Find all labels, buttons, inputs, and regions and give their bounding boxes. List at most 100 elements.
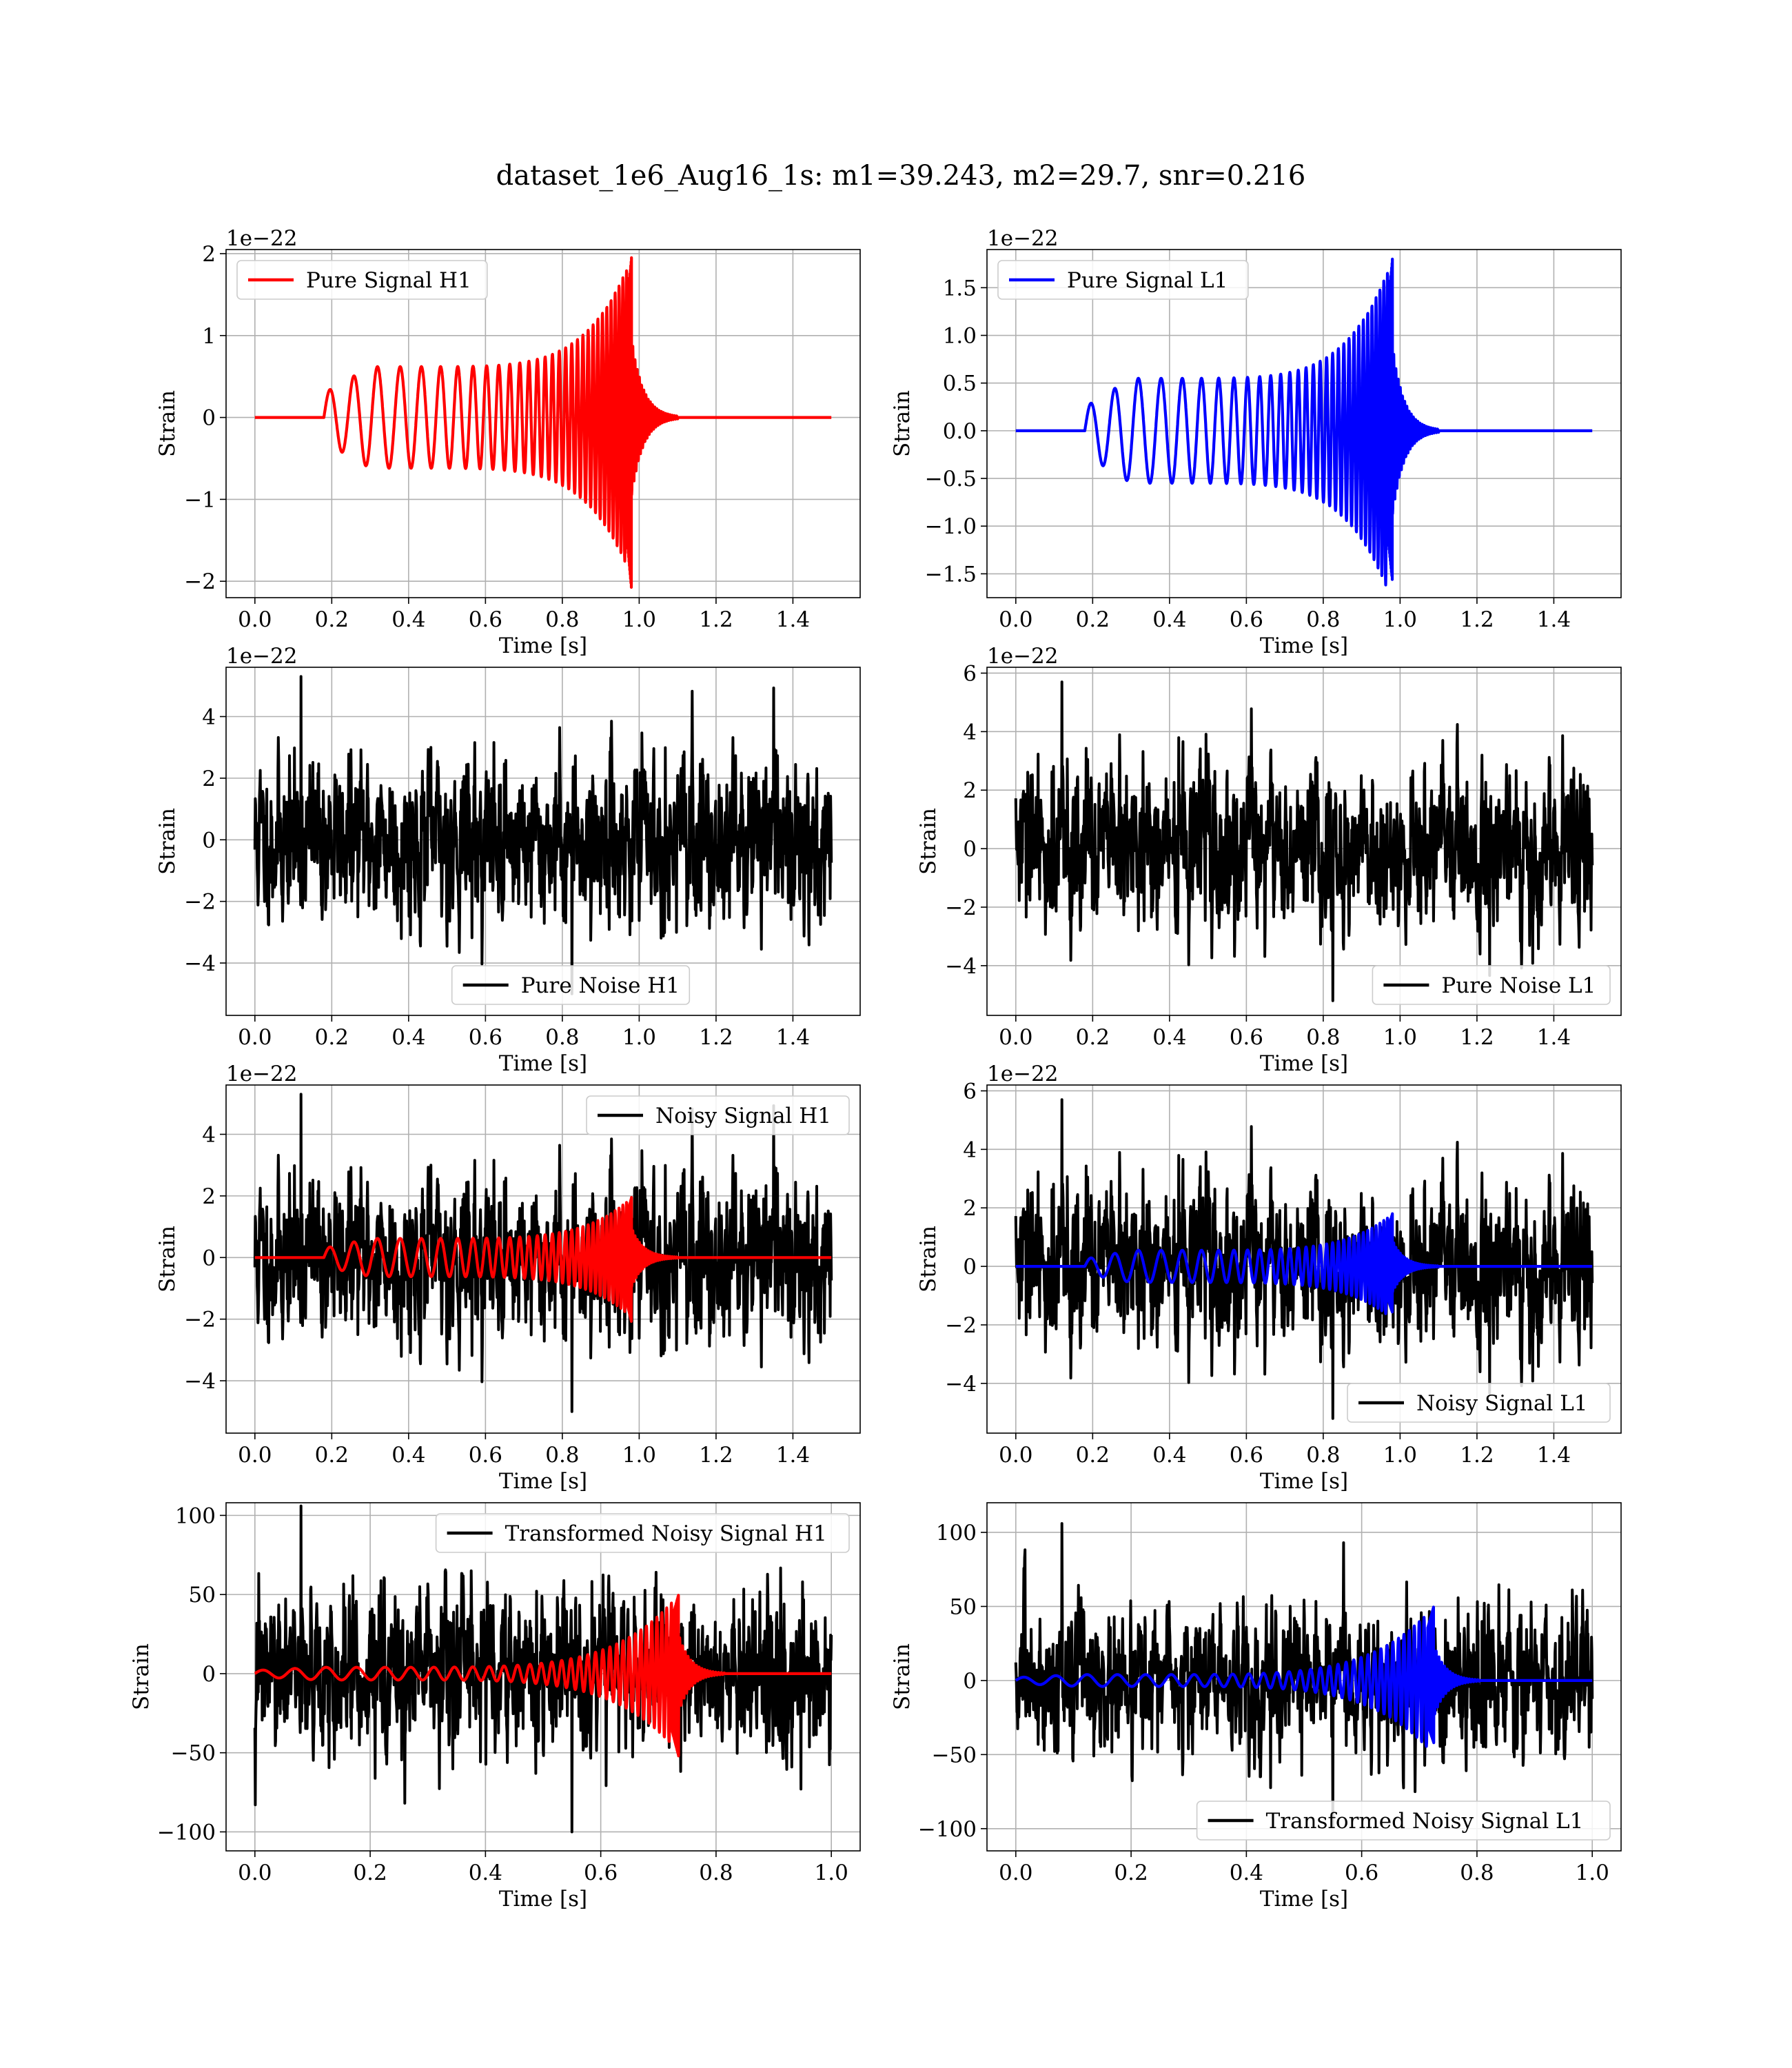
axes-frame bbox=[225, 1084, 861, 1434]
y-tick-label: 0 bbox=[202, 1246, 216, 1270]
legend-frame bbox=[997, 260, 1249, 300]
subplot-pure-noise-l1: 0.0 0.2 0.4 0.6 0.8 1.0 1.2 1.4 −4 −2 0 2 4 6 Time [s]… bbox=[916, 644, 1622, 1076]
noise-series-line bbox=[1014, 1098, 1594, 1420]
signal-series-line bbox=[254, 1594, 833, 1758]
y-tick-label: −2 bbox=[184, 890, 216, 915]
x-tick-label: 0.6 bbox=[469, 1025, 502, 1050]
x-axis-label: Time [s] bbox=[499, 1051, 587, 1076]
x-tick-label: 0.4 bbox=[391, 1443, 425, 1468]
x-tick-label: 1.4 bbox=[776, 1443, 810, 1468]
x-axis-label: Time [s] bbox=[1260, 1469, 1348, 1494]
subplot-transformed-noisy-signal-l1: 0.0 0.2 0.4 0.6 0.8 1.0 −100 −50 0 50 100 Time [s] S… bbox=[890, 1502, 1622, 1912]
x-tick-label: 0.8 bbox=[545, 607, 579, 632]
legend-frame bbox=[1347, 1383, 1611, 1423]
axis-offset-text: 1e−22 bbox=[226, 1062, 298, 1086]
x-tick-label: 1.0 bbox=[1383, 607, 1417, 632]
x-tick-label: 0.4 bbox=[1152, 607, 1186, 632]
legend-frame bbox=[451, 965, 691, 1005]
y-axis-label: Strain bbox=[155, 1226, 180, 1292]
y-tick-label: 0 bbox=[963, 1669, 977, 1694]
y-axis-label: Strain bbox=[155, 808, 180, 875]
x-tick-label: 1.0 bbox=[622, 1443, 656, 1468]
y-tick-label: 2 bbox=[202, 242, 216, 267]
axes-frame bbox=[225, 249, 861, 598]
x-tick-label: 0.6 bbox=[1230, 607, 1263, 632]
x-tick-label: 1.2 bbox=[699, 1025, 733, 1050]
x-tick-label: 0.8 bbox=[545, 1025, 579, 1050]
y-tick-label: 4 bbox=[202, 705, 216, 730]
x-tick-label: 1.0 bbox=[622, 1025, 656, 1050]
legend-frame bbox=[435, 1513, 850, 1553]
y-tick-label: 2 bbox=[963, 778, 977, 803]
y-tick-label: −50 bbox=[932, 1743, 977, 1767]
x-tick-label: 1.0 bbox=[1383, 1025, 1417, 1050]
x-tick-label: 0.4 bbox=[1152, 1443, 1186, 1468]
subplot-pure-signal-h1: 0.0 0.2 0.4 0.6 0.8 1.0 1.2 1.4 −2 −1 0 1 2 Time [s] S… bbox=[155, 226, 861, 658]
legend: Pure Signal L1 bbox=[997, 260, 1249, 300]
axes-frame bbox=[986, 1502, 1622, 1852]
subplot-noisy-signal-h1: 0.0 0.2 0.4 0.6 0.8 1.0 1.2 1.4 −4 −2 0 2 4 Time [s] S… bbox=[155, 1062, 861, 1494]
y-tick-label: −1.5 bbox=[925, 562, 977, 587]
noise-series-line bbox=[253, 675, 833, 995]
legend-label: Noisy Signal L1 bbox=[1416, 1391, 1588, 1416]
x-tick-label: 0.8 bbox=[545, 1443, 579, 1468]
x-axis-label: Time [s] bbox=[499, 1469, 587, 1494]
y-axis-label: Strain bbox=[890, 1643, 915, 1710]
y-tick-label: −1.0 bbox=[925, 514, 977, 539]
y-tick-label: −50 bbox=[171, 1741, 216, 1766]
figure-title: dataset_1e6_Aug16_1s: m1=39.243, m2=29.7… bbox=[496, 160, 1306, 192]
x-axis-label: Time [s] bbox=[1260, 633, 1348, 658]
x-tick-label: 0.8 bbox=[1460, 1861, 1494, 1885]
y-axis-label: Strain bbox=[916, 808, 941, 875]
y-tick-label: 4 bbox=[963, 1137, 977, 1162]
axis-offset-text: 1e−22 bbox=[226, 226, 298, 251]
y-tick-label: 100 bbox=[936, 1521, 977, 1545]
subplot-grid: 0.0 0.2 0.4 0.6 0.8 1.0 1.2 1.4 −2 −1 0 1 2 Time [s] S… bbox=[129, 226, 1622, 1912]
signal-series-line bbox=[254, 1196, 833, 1323]
y-tick-label: 0 bbox=[963, 1255, 977, 1279]
y-axis-label: Strain bbox=[155, 390, 180, 457]
y-tick-label: −4 bbox=[184, 1369, 216, 1394]
y-tick-label: 6 bbox=[963, 661, 977, 686]
axes-frame bbox=[986, 1084, 1622, 1434]
legend-frame bbox=[1372, 965, 1611, 1005]
axis-offset-text: 1e−22 bbox=[987, 226, 1059, 251]
axes-frame bbox=[986, 249, 1622, 598]
legend-label: Pure Noise L1 bbox=[1441, 973, 1596, 998]
y-tick-label: 2 bbox=[202, 1184, 216, 1209]
y-tick-label: 0 bbox=[202, 1662, 216, 1687]
subplot-transformed-noisy-signal-h1: 0.0 0.2 0.4 0.6 0.8 1.0 −100 −50 0 50 100 Time [s] S… bbox=[129, 1502, 861, 1912]
x-tick-label: 0.0 bbox=[238, 607, 272, 632]
x-tick-label: 0.4 bbox=[469, 1861, 502, 1885]
y-tick-label: 4 bbox=[202, 1123, 216, 1148]
y-tick-label: −1 bbox=[184, 487, 216, 512]
x-tick-label: 0.2 bbox=[315, 1443, 349, 1468]
legend-frame bbox=[1196, 1801, 1611, 1841]
axes-frame bbox=[225, 1502, 861, 1852]
y-tick-label: 6 bbox=[963, 1079, 977, 1104]
y-axis-label: Strain bbox=[916, 1226, 941, 1292]
x-tick-label: 0.8 bbox=[1306, 1025, 1340, 1050]
legend: Transformed Noisy Signal H1 bbox=[435, 1513, 850, 1553]
x-tick-label: 1.4 bbox=[1537, 1443, 1571, 1468]
subplot-noisy-signal-l1: 0.0 0.2 0.4 0.6 0.8 1.0 1.2 1.4 −4 −2 0 2 4 6 Time [s]… bbox=[916, 1062, 1622, 1494]
y-tick-label: −2 bbox=[945, 1313, 977, 1338]
x-tick-label: 0.6 bbox=[1230, 1025, 1263, 1050]
x-tick-label: 0.0 bbox=[999, 1443, 1032, 1468]
x-tick-label: 0.0 bbox=[999, 1025, 1032, 1050]
x-axis-label: Time [s] bbox=[1260, 1051, 1348, 1076]
signal-series-line bbox=[1015, 1212, 1594, 1315]
legend-label: Pure Signal L1 bbox=[1067, 268, 1228, 293]
y-tick-label: 4 bbox=[963, 720, 977, 744]
x-tick-label: 0.2 bbox=[353, 1861, 387, 1885]
y-tick-label: −2 bbox=[184, 569, 216, 594]
noise-series-line bbox=[253, 1504, 833, 1834]
y-tick-label: −4 bbox=[945, 1372, 977, 1397]
axes-frame bbox=[225, 667, 861, 1016]
x-tick-label: 1.4 bbox=[1537, 1025, 1571, 1050]
x-tick-label: 0.8 bbox=[1306, 607, 1340, 632]
y-tick-label: 100 bbox=[175, 1503, 216, 1528]
y-tick-label: 50 bbox=[950, 1594, 977, 1619]
x-tick-label: 0.6 bbox=[584, 1861, 618, 1885]
y-tick-label: 2 bbox=[202, 767, 216, 791]
